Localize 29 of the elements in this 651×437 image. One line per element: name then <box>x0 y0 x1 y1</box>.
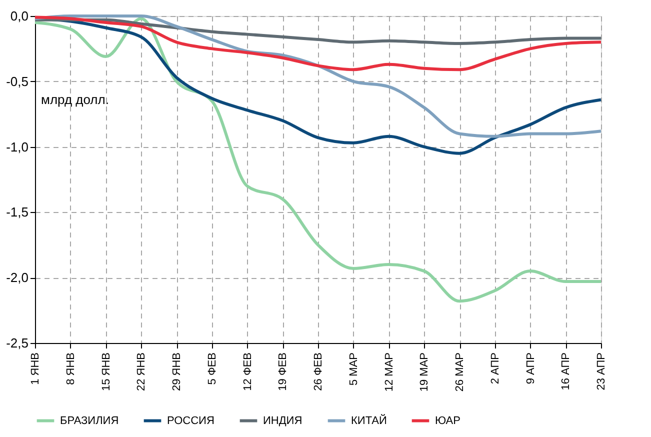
x-tick-label: 23 АПР <box>596 352 608 390</box>
x-tick-label: 19 ФЕВ <box>277 352 290 391</box>
x-tick-label: 9 АПР <box>524 352 537 384</box>
y-tick-label: -0,5 <box>6 74 28 89</box>
x-tick-label: 16 АПР <box>560 352 572 390</box>
x-tick-label: 19 МАР <box>418 352 431 392</box>
y-tick-label: -2,5 <box>6 336 28 350</box>
y-tick-label: 0,0 <box>10 8 28 24</box>
x-tick-label: 26 ФЕВ <box>312 352 324 391</box>
x-tick-label: 5 ФЕВ <box>206 352 218 385</box>
x-tick-label: 26 МАР <box>454 352 466 392</box>
legend-label: ИНДИЯ <box>263 414 302 427</box>
x-tick-label: 8 ЯНВ <box>64 352 77 385</box>
x-tick-label: 12 МАР <box>383 352 396 392</box>
annotation: млрд долл. <box>41 92 109 107</box>
legend-label: ЮАР <box>435 414 460 427</box>
x-tick-label: 2 АПР <box>489 352 502 384</box>
x-tick-label: 1 ЯНВ <box>30 352 42 385</box>
legend-label: РОССИЯ <box>167 414 214 427</box>
legend-label: КИТАЙ <box>351 414 387 427</box>
x-tick-label: 22 ЯНВ <box>136 352 148 392</box>
x-tick-label: 15 ЯНВ <box>100 352 112 392</box>
legend-label: БРАЗИЛИЯ <box>60 414 119 427</box>
y-tick-label: -1,5 <box>6 204 28 220</box>
y-tick-label: -1,0 <box>6 139 28 154</box>
x-tick-label: 29 ЯНВ <box>171 352 183 392</box>
x-tick-label: 12 ФЕВ <box>242 352 254 391</box>
y-tick-label: -2,0 <box>6 270 28 286</box>
x-tick-label: 5 МАР <box>348 352 360 386</box>
